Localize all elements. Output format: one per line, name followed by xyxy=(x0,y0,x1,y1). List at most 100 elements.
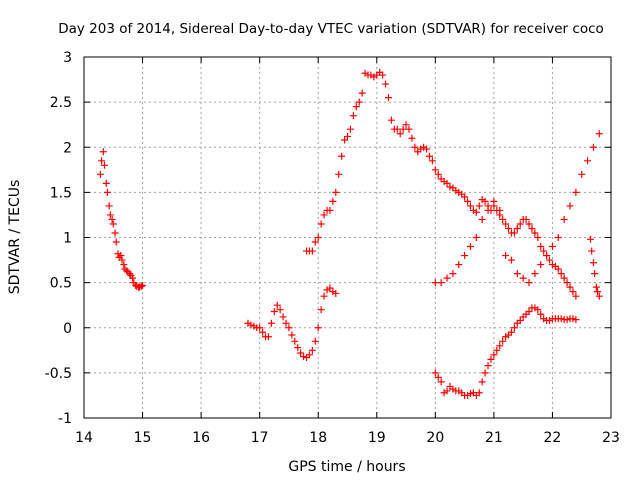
data-point xyxy=(478,378,486,386)
x-axis-label: GPS time / hours xyxy=(288,459,405,475)
series-seg-b xyxy=(244,284,340,362)
chart-title: Day 203 of 2014, Sidereal Day-to-day VTE… xyxy=(58,21,604,37)
data-point xyxy=(117,252,125,260)
data-point xyxy=(402,121,410,129)
y-tick-label: 1.5 xyxy=(50,185,72,201)
y-tick-label: -1 xyxy=(58,411,72,427)
data-point xyxy=(297,349,305,357)
data-point xyxy=(276,306,284,314)
data-point xyxy=(466,243,474,251)
data-point xyxy=(349,112,357,120)
data-point xyxy=(522,215,530,223)
data-point xyxy=(352,103,360,111)
data-point xyxy=(455,261,463,269)
data-point xyxy=(588,247,596,255)
data-point xyxy=(137,282,145,290)
grid xyxy=(84,57,611,418)
data-point xyxy=(428,157,436,165)
data-point xyxy=(267,319,275,327)
data-point xyxy=(139,281,147,289)
data-point xyxy=(335,170,343,178)
data-point xyxy=(548,243,556,251)
data-point xyxy=(534,234,542,241)
x-tick-label: 19 xyxy=(368,430,386,446)
data-point xyxy=(393,125,401,133)
data-point xyxy=(344,132,351,140)
data-point xyxy=(475,389,483,397)
data-point xyxy=(560,274,568,282)
data-point xyxy=(355,98,363,106)
data-point xyxy=(502,220,510,228)
data-point xyxy=(317,220,325,228)
data-point xyxy=(437,279,445,287)
data-point xyxy=(513,270,521,278)
y-tick-label: 0.5 xyxy=(50,276,72,292)
data-point xyxy=(487,355,495,363)
data-point xyxy=(525,279,533,287)
data-point xyxy=(291,337,299,345)
data-point xyxy=(96,170,104,178)
data-point xyxy=(259,328,267,336)
data-point xyxy=(589,259,597,267)
data-point xyxy=(449,270,457,278)
data-points xyxy=(96,68,603,399)
data-point xyxy=(499,337,507,345)
plot-frame xyxy=(83,56,612,419)
data-point xyxy=(305,351,313,359)
data-point xyxy=(484,206,492,214)
data-point xyxy=(516,220,524,228)
data-point xyxy=(408,134,416,142)
data-point xyxy=(329,197,337,205)
data-point xyxy=(109,220,117,228)
data-point xyxy=(311,238,319,246)
data-point xyxy=(537,243,545,251)
data-point xyxy=(543,252,551,260)
data-point xyxy=(105,202,113,210)
series-seg-e xyxy=(431,130,603,287)
data-point xyxy=(490,197,498,205)
data-point xyxy=(475,202,483,210)
data-point xyxy=(537,261,545,269)
data-point xyxy=(100,161,108,169)
data-point xyxy=(546,256,554,264)
axis-ticks: 14 15 16 17 18 19 20 21 22 23 -1 -0.5 0 0.5 1 1.5 2 2.5 3 xyxy=(45,50,620,446)
data-point xyxy=(129,274,137,282)
data-point xyxy=(493,346,501,354)
data-point xyxy=(308,247,316,255)
data-point xyxy=(505,224,513,232)
data-point xyxy=(431,279,439,287)
data-point xyxy=(566,202,574,210)
data-point xyxy=(528,224,536,232)
data-point xyxy=(103,188,111,196)
data-point xyxy=(112,238,120,246)
data-point xyxy=(434,170,442,178)
data-point xyxy=(525,220,533,228)
data-point xyxy=(387,116,395,124)
data-point xyxy=(510,324,518,332)
data-point xyxy=(525,308,533,316)
y-tick-label: 0 xyxy=(63,321,72,337)
data-point xyxy=(595,292,603,300)
data-point xyxy=(443,274,451,282)
data-point xyxy=(461,193,469,201)
x-tick-label: 16 xyxy=(192,430,210,446)
series-seg-c xyxy=(303,68,580,300)
data-point xyxy=(338,152,346,160)
data-point xyxy=(519,274,527,282)
data-point xyxy=(282,319,290,327)
data-point xyxy=(314,324,322,332)
data-point xyxy=(464,197,472,205)
data-point xyxy=(102,179,110,187)
x-tick-label: 17 xyxy=(251,430,269,446)
data-point xyxy=(423,145,431,153)
x-tick-label: 15 xyxy=(134,430,152,446)
data-point xyxy=(594,288,602,296)
y-tick-label: -0.5 xyxy=(45,366,72,382)
data-point xyxy=(516,317,524,325)
data-point xyxy=(320,211,328,219)
data-point xyxy=(531,270,539,278)
data-point xyxy=(572,316,580,324)
data-point xyxy=(98,157,106,165)
data-point xyxy=(106,211,114,219)
